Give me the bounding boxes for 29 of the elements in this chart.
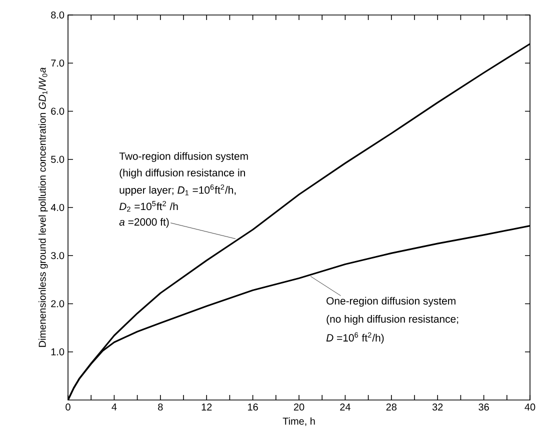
annotation: D =10$^{6}$ ft$^{2}$/h) bbox=[326, 332, 384, 344]
x-tick-label: 12 bbox=[202, 404, 212, 410]
x-tick-label: 32 bbox=[432, 404, 443, 411]
annotation: One-region diffusion system bbox=[326, 296, 456, 307]
y-tick-label: 6.0 bbox=[51, 108, 64, 115]
y-axis-title: Dimenensionless ground level pollution concentration GD$_{1}$/W$_{0}$a bbox=[38, 68, 48, 347]
x-tick-label: 40 bbox=[524, 404, 536, 411]
y-tick-label: 8.0 bbox=[51, 11, 64, 19]
y-tick-label: 2.0 bbox=[51, 300, 64, 308]
annotation: Two-region diffusion system bbox=[119, 152, 248, 162]
x-tick-label: 0 bbox=[66, 404, 70, 411]
x-axis-title: Time, h bbox=[282, 417, 315, 426]
y-tick-label: 1.0 bbox=[51, 348, 64, 356]
x-tick-label: 8 bbox=[158, 404, 163, 411]
y-tick-label: 3.0 bbox=[51, 252, 64, 260]
x-tick-label: 16 bbox=[248, 404, 258, 411]
annotation: (high diffusion resistance in bbox=[120, 168, 245, 178]
annotation: D$_{2}$ =10$^{5}$ft$^{2}$ /h bbox=[119, 200, 178, 212]
annotation: a =2000 ft) bbox=[119, 218, 169, 228]
y-tick-label: 4.0 bbox=[50, 204, 64, 212]
x-tick-label: 20 bbox=[294, 404, 304, 411]
x-tick-label: 28 bbox=[386, 404, 397, 411]
x-tick-label: 4 bbox=[112, 404, 117, 410]
x-tick-label: 24 bbox=[340, 404, 350, 410]
annotation: upper layer; D$_{1}$ =10$^{6}$ft$^{2}$/h, bbox=[120, 184, 236, 196]
annotation: (no high diffusion resistance; bbox=[326, 315, 458, 325]
x-tick-label: 36 bbox=[478, 404, 489, 411]
y-tick-label: 5.0 bbox=[51, 156, 64, 163]
y-tick-label: 7.0 bbox=[51, 60, 64, 67]
